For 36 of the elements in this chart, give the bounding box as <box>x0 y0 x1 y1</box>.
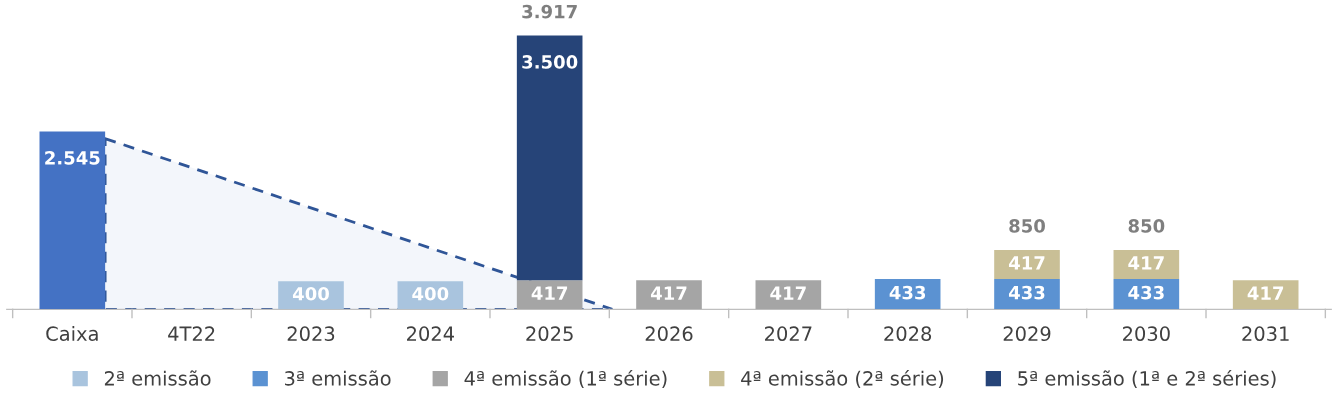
legend-label: 2ª emissão <box>104 370 211 386</box>
x-tick-label: 2031 <box>1242 326 1289 342</box>
bar <box>39 131 106 310</box>
data-label: 417 <box>1008 256 1045 270</box>
x-tick-label: 2030 <box>1123 326 1170 342</box>
bar <box>516 35 583 281</box>
x-tick-label: 4T22 <box>168 326 215 341</box>
total-label: 850 <box>1128 219 1165 233</box>
legend-label: 4ª emissão (1ª série) <box>464 369 667 389</box>
legend-label: 5ª emissão (1ª e 2ª séries) <box>1018 369 1276 389</box>
data-label: 2.545 <box>45 151 100 165</box>
data-label: 3.500 <box>522 55 578 69</box>
data-label: 417 <box>650 286 687 300</box>
data-label: 400 <box>412 286 449 301</box>
bar <box>636 280 702 310</box>
total-label: 850 <box>1009 219 1045 233</box>
x-tick-label: Caixa <box>46 325 98 342</box>
x-tick-label: 2025 <box>526 326 573 342</box>
data-label: 417 <box>1247 286 1284 300</box>
x-tick-label: 2023 <box>287 326 335 342</box>
data-label: 400 <box>292 286 329 301</box>
x-tick-label: 2028 <box>884 326 932 342</box>
bar <box>994 249 1060 280</box>
x-tick-label: 2027 <box>765 326 812 342</box>
data-label: 417 <box>770 286 806 300</box>
data-label: 433 <box>889 285 926 300</box>
legend-label: 3ª emissão <box>285 370 391 386</box>
x-tick-label: 2029 <box>1003 326 1051 342</box>
total-label: 3.917 <box>522 4 577 19</box>
data-label: 417 <box>1128 256 1164 270</box>
x-tick-label: 2026 <box>645 326 693 342</box>
data-label: 417 <box>531 286 568 300</box>
data-label: 433 <box>1128 285 1164 300</box>
data-label: 433 <box>1008 285 1045 300</box>
x-tick-label: 2024 <box>407 326 454 342</box>
legend-label: 4ª emissão (2ª série) <box>741 369 944 389</box>
